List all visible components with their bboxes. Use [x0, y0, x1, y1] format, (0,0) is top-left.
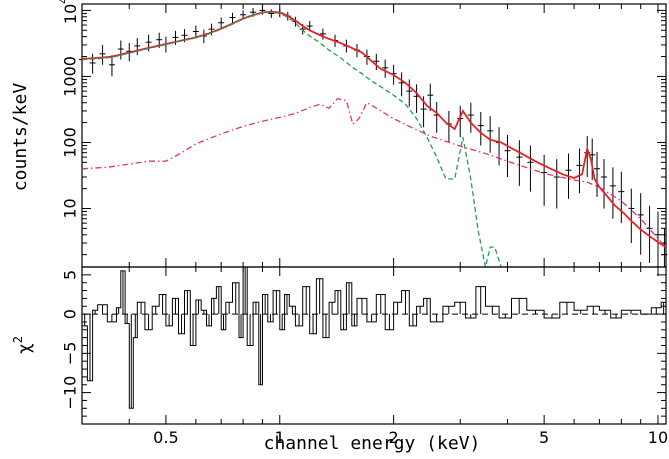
model-line-power-law-component	[81, 97, 667, 248]
spectrum-panel: 10 100 1000 104 counts/keV	[10, 0, 668, 268]
spectrum-series-group	[79, 6, 668, 268]
residuals-series-group	[82, 266, 666, 409]
residuals-y-axis-label: χ2	[11, 336, 35, 354]
residuals-axis-ticks	[81, 266, 666, 424]
residual-steps	[82, 266, 666, 409]
x-tick-label: 5	[539, 428, 549, 447]
x-axis-tick-labels: 0.5 1 2 5 10	[153, 428, 668, 447]
y-tick-label: 1000	[61, 56, 80, 97]
y-tick-label: 100	[61, 127, 80, 158]
x-tick-label: 2	[389, 428, 399, 447]
model-line-thermal-component	[81, 11, 502, 268]
x-tick-label: 0.5	[153, 428, 178, 447]
y-tick-label: 0	[61, 309, 80, 319]
y-tick-label: 5	[61, 270, 80, 280]
chi-superscript: 2	[11, 336, 25, 343]
chi-symbol: χ	[14, 343, 35, 354]
y-tick-label: 104	[57, 0, 80, 24]
residuals-plot-frame	[81, 266, 667, 425]
residuals-tick-labels: 5 0 −5 −10	[61, 270, 80, 410]
model-line-total-model	[81, 10, 667, 248]
x-axis-label: channel energy (keV)	[264, 433, 481, 454]
x-tick-label: 10	[648, 428, 668, 447]
data-points	[79, 6, 668, 267]
y-tick-label: −10	[61, 376, 80, 410]
y-tick-label: −5	[61, 342, 80, 366]
spectrum-axis-ticks	[81, 4, 666, 267]
spectrum-y-axis-label: counts/keV	[10, 83, 31, 192]
spectrum-tick-labels: 10 100 1000 104	[57, 0, 80, 219]
y-tick-label: 10	[61, 198, 80, 218]
residuals-panel: 5 0 −5 −10 χ2	[11, 266, 667, 425]
x-tick-label: 1	[275, 428, 285, 447]
